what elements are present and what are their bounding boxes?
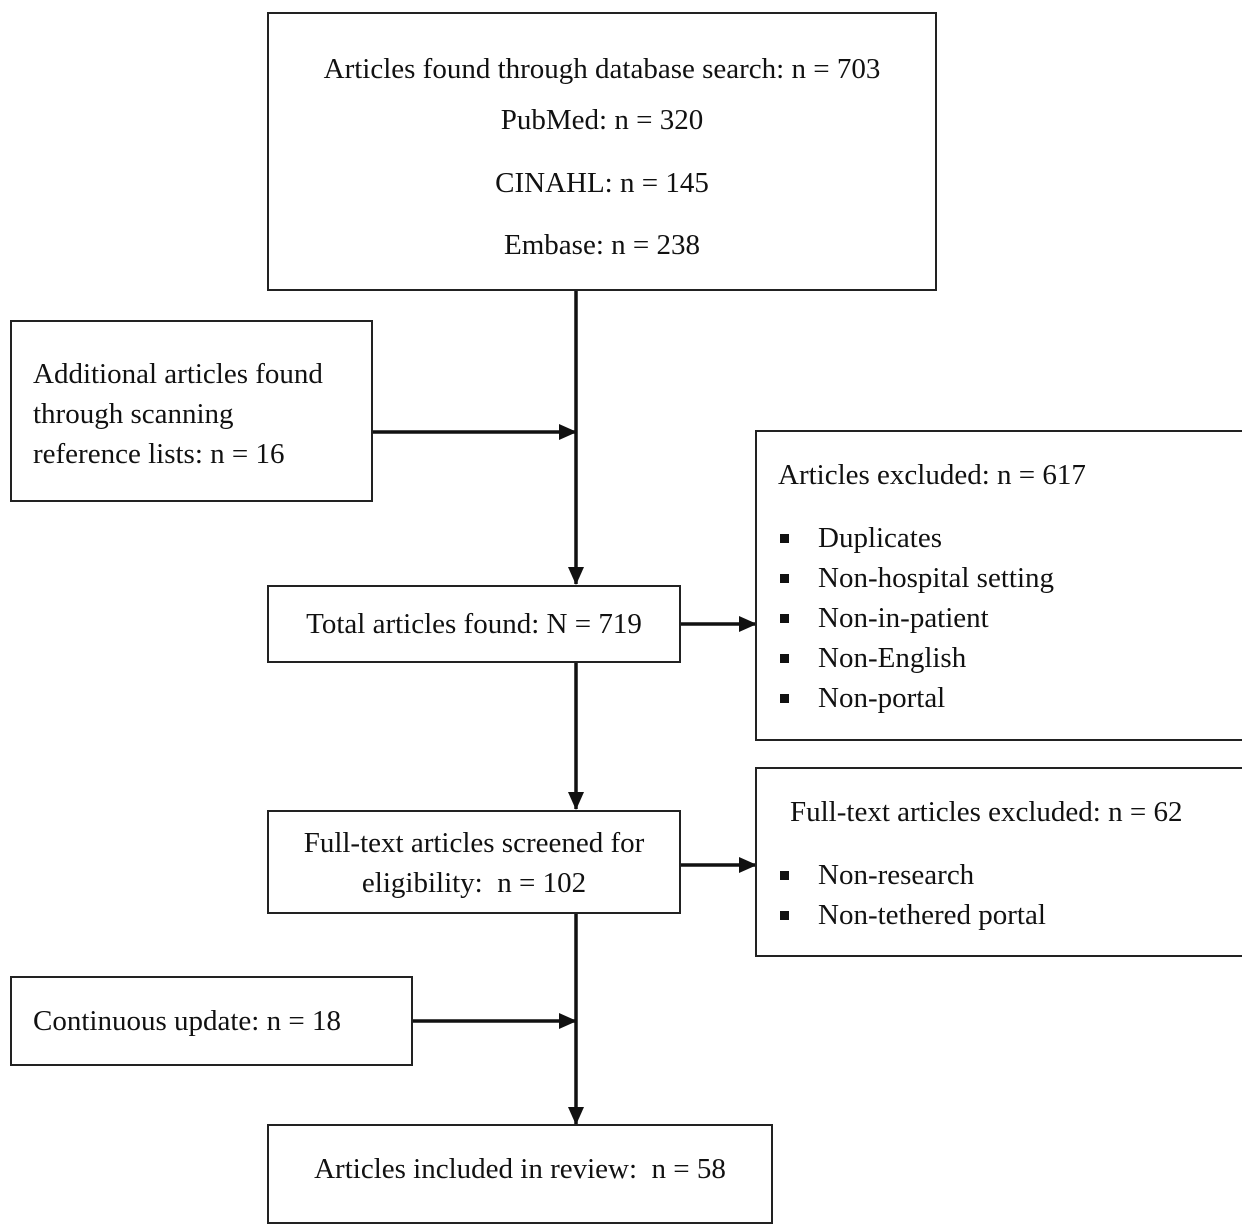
list-item: Non-portal bbox=[757, 678, 1054, 718]
bullet-square-icon bbox=[780, 574, 789, 583]
embase-count: Embase: n = 238 bbox=[504, 229, 700, 261]
articles-excluded-list: Duplicates Non-hospital setting Non-in-p… bbox=[757, 518, 1054, 718]
list-item: Non-hospital setting bbox=[757, 558, 1054, 598]
database-search-box: Articles found through database search: … bbox=[267, 12, 937, 291]
bullet-square-icon bbox=[780, 654, 789, 663]
articles-excluded-title: Articles excluded: n = 617 bbox=[778, 459, 1086, 491]
fulltext-screened-line-2: eligibility: n = 102 bbox=[361, 867, 587, 899]
continuous-update-label: Continuous update: n = 18 bbox=[33, 1005, 341, 1037]
bullet-square-icon bbox=[780, 911, 789, 920]
additional-articles-box: Additional articles found through scanni… bbox=[10, 320, 373, 502]
bullet-square-icon bbox=[780, 614, 789, 623]
pubmed-count: PubMed: n = 320 bbox=[500, 104, 704, 136]
additional-articles-line-2: through scanning bbox=[33, 398, 234, 430]
fulltext-screened-line-1: Full-text articles screened for bbox=[303, 827, 645, 859]
list-item: Non-in-patient bbox=[757, 598, 1054, 638]
additional-articles-line-3: reference lists: n = 16 bbox=[33, 438, 285, 470]
articles-included-label: Articles included in review: n = 58 bbox=[314, 1153, 726, 1185]
bullet-square-icon bbox=[780, 694, 789, 703]
total-articles-label: Total articles found: N = 719 bbox=[306, 608, 642, 640]
bullet-square-icon bbox=[780, 534, 789, 543]
cinahl-count: CINAHL: n = 145 bbox=[495, 167, 709, 199]
list-item: Non-research bbox=[757, 855, 1046, 895]
fulltext-excluded-title: Full-text articles excluded: n = 62 bbox=[790, 796, 1183, 828]
articles-excluded-box: Articles excluded: n = 617 Duplicates No… bbox=[755, 430, 1242, 741]
list-item: Duplicates bbox=[757, 518, 1054, 558]
fulltext-excluded-box: Full-text articles excluded: n = 62 Non-… bbox=[755, 767, 1242, 957]
fulltext-screened-box: Full-text articles screened for eligibil… bbox=[267, 810, 681, 914]
articles-included-box: Articles included in review: n = 58 bbox=[267, 1124, 773, 1224]
total-articles-box: Total articles found: N = 719 bbox=[267, 585, 681, 663]
additional-articles-line-1: Additional articles found bbox=[33, 358, 323, 390]
list-item: Non-tethered portal bbox=[757, 895, 1046, 935]
database-search-title: Articles found through database search: … bbox=[323, 53, 881, 85]
bullet-square-icon bbox=[780, 871, 789, 880]
continuous-update-box: Continuous update: n = 18 bbox=[10, 976, 413, 1066]
fulltext-excluded-list: Non-research Non-tethered portal bbox=[757, 855, 1046, 935]
list-item: Non-English bbox=[757, 638, 1054, 678]
